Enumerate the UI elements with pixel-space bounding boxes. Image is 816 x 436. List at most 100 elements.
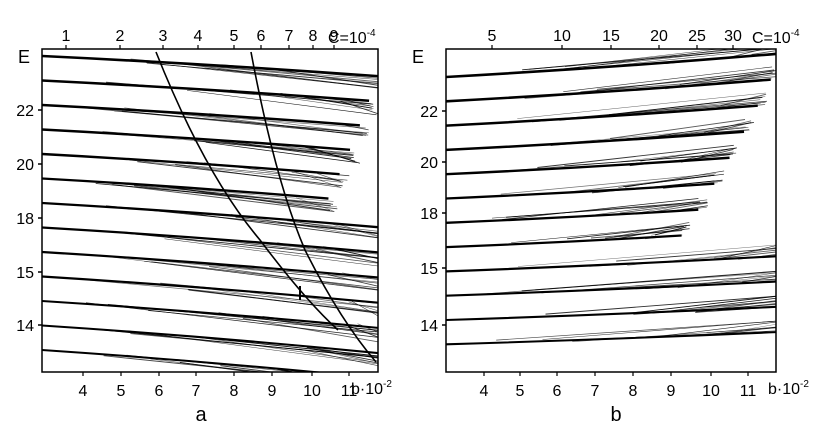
- level-curve: [42, 128, 351, 152]
- level-subline: [652, 297, 776, 314]
- level-subline: [751, 50, 776, 55]
- level-subline: [486, 271, 776, 295]
- level-subline: [83, 106, 366, 129]
- level-subline: [679, 70, 776, 85]
- level-subline: [628, 201, 701, 215]
- level-subline: [187, 288, 378, 314]
- level-subline: [340, 100, 378, 115]
- level-curve: [42, 177, 329, 200]
- level-subline: [323, 246, 378, 259]
- y-tick-label: 14: [16, 318, 34, 335]
- level-subline: [627, 249, 776, 266]
- level-subline: [187, 90, 377, 116]
- level-subline: [680, 148, 734, 163]
- level-subline: [161, 185, 331, 211]
- level-subline: [614, 221, 690, 238]
- level-subline: [719, 324, 776, 334]
- level-subline: [296, 197, 333, 211]
- top-tick-label: 5: [488, 28, 497, 45]
- y-tick-label: 18: [420, 206, 438, 223]
- level-subline: [625, 170, 725, 188]
- level-subline: [112, 184, 335, 212]
- panel-a-frame: [41, 48, 379, 373]
- x-tick-label: 5: [117, 383, 126, 400]
- level-subline: [703, 120, 752, 133]
- level-subline: [209, 266, 378, 290]
- level-subline: [102, 131, 352, 155]
- level-curve: [42, 79, 370, 103]
- panel-b-top-axis-label: C=10-4: [752, 28, 800, 47]
- level-subline: [567, 224, 691, 240]
- level-subline: [205, 141, 357, 163]
- x-tick-label: 9: [268, 383, 277, 400]
- level-subline: [645, 234, 683, 240]
- level-subline: [629, 154, 731, 167]
- level-subline: [559, 49, 734, 70]
- level-subline: [537, 330, 776, 342]
- level-curve: [446, 208, 699, 224]
- panel-b-label: b: [610, 404, 621, 426]
- level-subline: [121, 110, 367, 134]
- level-subline: [577, 69, 775, 94]
- level-subline: [179, 361, 255, 372]
- level-subline: [348, 301, 378, 312]
- level-subline: [294, 171, 341, 188]
- x-tick-label: 6: [553, 383, 562, 400]
- panel-b-line-bundle: [446, 49, 776, 346]
- level-subline: [610, 119, 746, 139]
- level-subline: [126, 354, 298, 372]
- level-subline: [212, 139, 352, 159]
- level-curve: [42, 201, 378, 229]
- level-subline: [179, 211, 378, 239]
- level-subline: [545, 295, 776, 315]
- level-subline: [231, 214, 378, 238]
- top-tick-label: 3: [159, 28, 168, 45]
- level-subline: [240, 141, 354, 155]
- level-subline: [242, 317, 378, 343]
- level-subline: [89, 279, 378, 308]
- top-tick-label: 2: [116, 28, 125, 45]
- y-tick-label: 22: [16, 103, 34, 120]
- level-subline: [632, 295, 776, 314]
- level-subline: [676, 205, 708, 211]
- level-subline: [556, 174, 715, 194]
- x-tick-label: 10: [702, 383, 720, 400]
- level-subline: [517, 244, 776, 267]
- level-subline: [318, 97, 372, 105]
- level-subline: [277, 242, 378, 263]
- level-subline: [209, 113, 363, 134]
- level-subline: [589, 199, 708, 216]
- level-subline: [502, 198, 699, 220]
- level-subline: [611, 225, 684, 241]
- level-subline: [616, 248, 776, 262]
- x-tick-label: 4: [480, 383, 489, 400]
- panel-b-x-ticks: 4 5 6 7 8 9 10 11: [480, 372, 757, 400]
- level-subline: [640, 147, 737, 162]
- level-curve: [42, 349, 325, 372]
- level-subline: [529, 49, 746, 70]
- panel-b-top-ticks: 5 10 15 20 25 30: [488, 28, 742, 49]
- x-tick-label: 10: [303, 383, 321, 400]
- level-subline: [337, 223, 378, 237]
- level-curve: [446, 234, 682, 249]
- level-curve: [42, 275, 378, 304]
- panel-a-x-ticks: 4 5 6 7 8 9 10 11: [79, 372, 358, 400]
- panel-a-y-axis-label: E: [18, 47, 30, 67]
- x-tick-label: 11: [740, 383, 757, 400]
- x-tick-label: 11: [341, 383, 358, 400]
- level-subline: [230, 89, 373, 111]
- level-subline: [85, 302, 378, 338]
- level-subline: [127, 330, 378, 365]
- level-subline: [151, 261, 378, 289]
- level-subline: [742, 276, 776, 283]
- level-subline: [337, 123, 369, 131]
- level-subline: [97, 254, 378, 280]
- panel-a-label: a: [195, 404, 207, 426]
- level-subline: [547, 126, 746, 145]
- level-subline: [537, 144, 734, 168]
- level-subline: [298, 295, 378, 309]
- level-subline: [695, 306, 776, 313]
- top-tick-label: 6: [257, 28, 266, 45]
- y-tick-label: 20: [420, 155, 438, 172]
